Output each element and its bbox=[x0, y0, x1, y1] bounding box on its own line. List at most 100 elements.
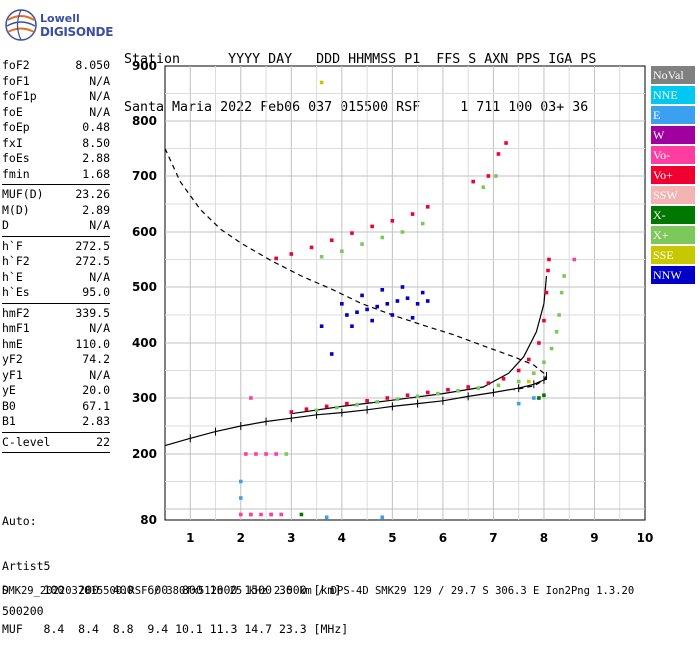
param-name: B0 bbox=[2, 398, 16, 413]
data-point bbox=[385, 396, 390, 400]
param-row: h`Es 95.0 bbox=[2, 285, 110, 301]
data-point bbox=[319, 324, 324, 328]
data-point bbox=[425, 299, 430, 303]
param-value: 2.83 bbox=[82, 414, 110, 428]
chart-line-profile bbox=[164, 375, 547, 447]
data-point bbox=[415, 394, 420, 399]
data-point bbox=[385, 302, 390, 306]
x-tick-label: 3 bbox=[287, 531, 295, 545]
data-point bbox=[390, 219, 395, 223]
param-value: 20.0 bbox=[82, 383, 110, 397]
data-point bbox=[375, 304, 380, 309]
param-value: 67.1 bbox=[82, 398, 110, 413]
param-separator bbox=[2, 235, 110, 237]
legend-item: W bbox=[651, 126, 695, 144]
data-point bbox=[481, 185, 486, 189]
header: Station YYYY DAY DDD HHMMSS P1 FFS S AXN… bbox=[124, 20, 596, 132]
data-point bbox=[436, 391, 440, 396]
legend-item: E bbox=[651, 106, 695, 124]
data-point bbox=[544, 290, 549, 295]
data-point bbox=[319, 254, 324, 259]
param-name: h`Es bbox=[2, 285, 30, 299]
data-point bbox=[572, 257, 577, 262]
data-point bbox=[309, 245, 314, 250]
y-tick-label: 80 bbox=[140, 513, 157, 527]
param-name: h`E bbox=[2, 269, 23, 284]
data-point bbox=[425, 205, 430, 209]
y-tick-label: 300 bbox=[132, 391, 157, 405]
data-point bbox=[380, 288, 385, 292]
param-row: hmE 110.0 bbox=[2, 337, 110, 353]
data-point bbox=[420, 290, 425, 295]
legend-item: NNE bbox=[651, 86, 695, 104]
data-point bbox=[238, 479, 243, 484]
legend-item: X- bbox=[651, 206, 695, 224]
y-tick-label: 400 bbox=[132, 336, 157, 350]
data-point bbox=[380, 515, 385, 520]
param-name: M(D) bbox=[2, 202, 30, 217]
x-tick-label: 9 bbox=[590, 531, 598, 545]
footer-distance-row: D 100 200 400 600 800 1000 1500 3000 [km… bbox=[2, 583, 342, 597]
param-value: 95.0 bbox=[82, 285, 110, 299]
data-point bbox=[471, 179, 476, 184]
footer-muf-row: MUF 8.4 8.4 8.8 9.4 10.1 11.3 14.7 23.3 … bbox=[2, 622, 349, 636]
data-point bbox=[537, 396, 541, 400]
x-tick-label: 2 bbox=[237, 531, 245, 545]
data-point bbox=[410, 316, 415, 320]
legend-item: X+ bbox=[651, 226, 695, 244]
y-tick-label: 800 bbox=[132, 114, 157, 128]
param-name: foEs bbox=[2, 151, 30, 165]
param-value: N/A bbox=[89, 269, 110, 284]
param-separator bbox=[2, 431, 110, 433]
data-point bbox=[415, 302, 420, 306]
param-row: fmin 1.68 bbox=[2, 167, 110, 183]
data-point bbox=[375, 400, 380, 404]
data-point bbox=[360, 293, 364, 298]
param-row: B1 2.83 bbox=[2, 414, 110, 430]
data-point bbox=[549, 346, 554, 351]
data-point bbox=[329, 352, 334, 356]
x-tick-label: 1 bbox=[186, 531, 194, 545]
data-point bbox=[238, 512, 243, 517]
data-point bbox=[542, 318, 546, 323]
param-name: fxI bbox=[2, 135, 23, 150]
data-point bbox=[532, 396, 536, 400]
param-row: yE 20.0 bbox=[2, 383, 110, 399]
data-point bbox=[557, 313, 561, 317]
param-row: B0 67.1 bbox=[2, 399, 110, 415]
data-point bbox=[501, 376, 506, 381]
data-point bbox=[259, 512, 263, 517]
data-point bbox=[365, 307, 369, 312]
data-point bbox=[547, 257, 551, 262]
param-separator bbox=[2, 302, 110, 304]
data-point bbox=[340, 249, 344, 254]
data-point bbox=[456, 389, 460, 393]
param-row: foEp 0.48 bbox=[2, 120, 110, 136]
data-point bbox=[496, 383, 501, 388]
param-name: foF1 bbox=[2, 73, 30, 88]
y-tick-label: 700 bbox=[132, 169, 157, 183]
param-row: MUF(D) 23.26 bbox=[2, 187, 110, 203]
data-point bbox=[446, 387, 450, 392]
param-name: C-level bbox=[2, 434, 51, 449]
data-point bbox=[370, 224, 374, 229]
param-row: yF1 N/A bbox=[2, 368, 110, 384]
data-point bbox=[329, 238, 334, 243]
data-point bbox=[395, 299, 400, 303]
param-separator bbox=[2, 452, 110, 453]
data-point bbox=[264, 452, 268, 456]
data-point bbox=[238, 496, 243, 500]
param-value: 110.0 bbox=[75, 336, 110, 351]
data-point bbox=[350, 231, 354, 235]
data-point bbox=[516, 401, 521, 406]
artist-version: Artist5 bbox=[2, 559, 51, 573]
param-value: N/A bbox=[89, 89, 110, 103]
data-point bbox=[249, 396, 253, 400]
header-values: Santa Maria 2022 Feb06 037 015500 RSF 1 … bbox=[124, 100, 589, 115]
data-point bbox=[244, 452, 248, 456]
data-point bbox=[542, 360, 546, 365]
param-row: h`E N/A bbox=[2, 270, 110, 286]
data-point bbox=[274, 452, 278, 456]
param-row: foEs 2.88 bbox=[2, 151, 110, 167]
data-point bbox=[269, 512, 273, 517]
